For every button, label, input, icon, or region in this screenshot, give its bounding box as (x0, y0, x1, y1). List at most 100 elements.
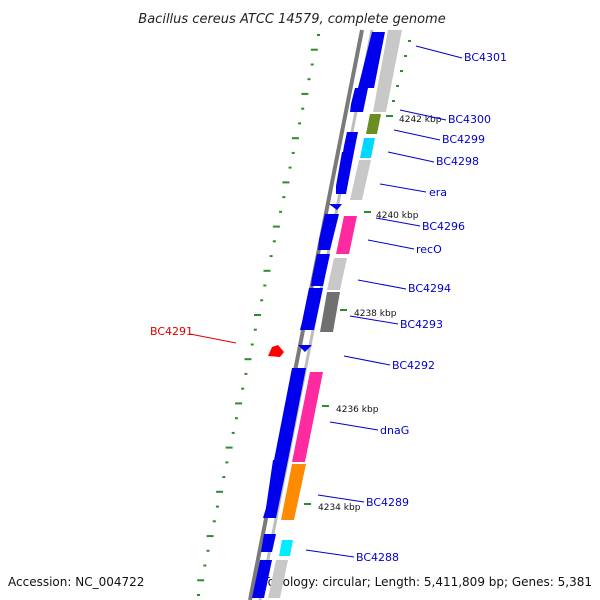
gc-dash (263, 284, 267, 287)
cog-magenta-dnag (292, 372, 323, 462)
cog-olive-bc4300 (366, 114, 381, 134)
kbp-tick-marks (304, 115, 393, 505)
gc-dash (225, 461, 229, 464)
gc-dash (234, 417, 238, 420)
label-era[interactable]: era (429, 186, 447, 199)
gene-labels: BC4301 BC4300 BC4299 BC4298 era BC4296 r… (150, 51, 507, 564)
label-bc4298[interactable]: BC4298 (436, 155, 479, 168)
gc-dash (269, 255, 273, 258)
kbp-label-4242: 4242 kbp (399, 115, 442, 125)
label-bc4294[interactable]: BC4294 (408, 282, 451, 295)
gene-bottom[interactable] (252, 560, 272, 598)
gc-dash (231, 431, 235, 434)
gc-dash (404, 55, 407, 57)
forward-strand-genes (252, 32, 385, 598)
gene-bc4296-left[interactable] (329, 204, 342, 210)
label-bc4292[interactable]: BC4292 (392, 359, 435, 372)
gene-era[interactable] (336, 152, 354, 194)
label-bc4288[interactable]: BC4288 (356, 551, 399, 564)
cog-grey-bc4301 (373, 30, 402, 112)
gc-dash (392, 100, 395, 102)
accession-text: Accession: NC_004722 (8, 575, 144, 589)
kbp-label-4240: 4240 kbp (376, 211, 419, 221)
gene-reco[interactable] (318, 214, 339, 250)
gene-bc4289[interactable] (263, 460, 288, 518)
kbp-label-4234: 4234 kbp (318, 503, 361, 513)
gc-dash (206, 535, 214, 538)
label-bc4300[interactable]: BC4300 (448, 113, 491, 126)
gc-dash (254, 314, 261, 316)
gene-bc4293[interactable] (300, 288, 323, 330)
kbp-labels: 4242 kbp 4240 kbp 4238 kbp 4236 kbp 4234… (318, 115, 442, 513)
gc-dash-track (197, 34, 411, 596)
gc-dash (298, 122, 302, 125)
gc-dash (310, 48, 318, 51)
gc-dash (279, 210, 283, 213)
cog-grey-bottom (268, 560, 288, 598)
gc-dash (291, 137, 299, 140)
gene-bc4292[interactable] (298, 345, 312, 352)
label-reco[interactable]: recO (416, 243, 442, 256)
gene-bc4294[interactable] (311, 254, 330, 286)
gc-dash (260, 299, 264, 302)
gene-dnag[interactable] (274, 368, 306, 460)
gene-bc4301[interactable] (357, 32, 385, 92)
gc-dash (206, 549, 210, 552)
label-bc4296[interactable]: BC4296 (422, 220, 465, 233)
gc-dash (241, 387, 245, 390)
cog-orange-bc4289 (281, 464, 306, 520)
map-title: Bacillus cereus ATCC 14579, complete gen… (138, 12, 445, 27)
gc-dash (212, 520, 216, 523)
label-dnag[interactable]: dnaG (380, 424, 409, 437)
cog-cyan-bc4288 (279, 540, 293, 556)
kbp-label-4236: 4236 kbp (336, 405, 379, 415)
gc-dash (272, 240, 276, 243)
gc-dash (288, 166, 292, 169)
gc-dash (225, 446, 233, 449)
gc-dash (301, 107, 305, 110)
label-bc4293[interactable]: BC4293 (400, 318, 443, 331)
gc-dash (203, 564, 207, 567)
cog-grey-bc4294 (327, 258, 347, 290)
gene-bc4300[interactable] (350, 88, 368, 112)
gc-dash (197, 579, 205, 582)
gene-bc4299[interactable] (343, 132, 358, 152)
gene-bc4288[interactable] (261, 534, 276, 552)
gc-dash (282, 181, 290, 184)
gc-dash (215, 505, 219, 508)
gc-dash (197, 594, 200, 596)
gc-dash (244, 358, 252, 361)
gc-dash (317, 34, 320, 36)
gc-dash (250, 343, 254, 346)
cog-colored-genes (268, 30, 402, 598)
label-bc4299[interactable]: BC4299 (442, 133, 485, 146)
kbp-label-4238: 4238 kbp (354, 309, 397, 319)
gc-dash (263, 269, 271, 272)
label-leader-lines (189, 45, 463, 558)
gc-dash (282, 196, 286, 199)
gc-dash (235, 402, 243, 405)
gc-dash (396, 85, 399, 87)
cog-grey-era (350, 160, 371, 200)
topology-text: Topology: circular; Length: 5,411,809 bp… (261, 575, 592, 589)
gc-dash (400, 70, 403, 72)
gc-dash (222, 476, 226, 479)
label-bc4291[interactable]: BC4291 (150, 325, 193, 338)
gc-dash (307, 78, 311, 81)
gc-dash (253, 328, 257, 331)
gc-dash (408, 40, 411, 42)
gc-dash (301, 92, 309, 95)
label-bc4289[interactable]: BC4289 (366, 496, 409, 509)
gc-dash (291, 151, 295, 154)
gc-dash (310, 63, 314, 66)
gc-dash (272, 225, 280, 228)
label-bc4301[interactable]: BC4301 (464, 51, 507, 64)
cog-darkgrey-bc4293 (320, 292, 340, 332)
cog-magenta-reco (336, 216, 357, 254)
cog-cyan-bc4298 (360, 138, 375, 158)
gc-dash (244, 372, 248, 375)
gene-bc4291[interactable] (268, 345, 284, 357)
gc-dash (216, 490, 224, 493)
